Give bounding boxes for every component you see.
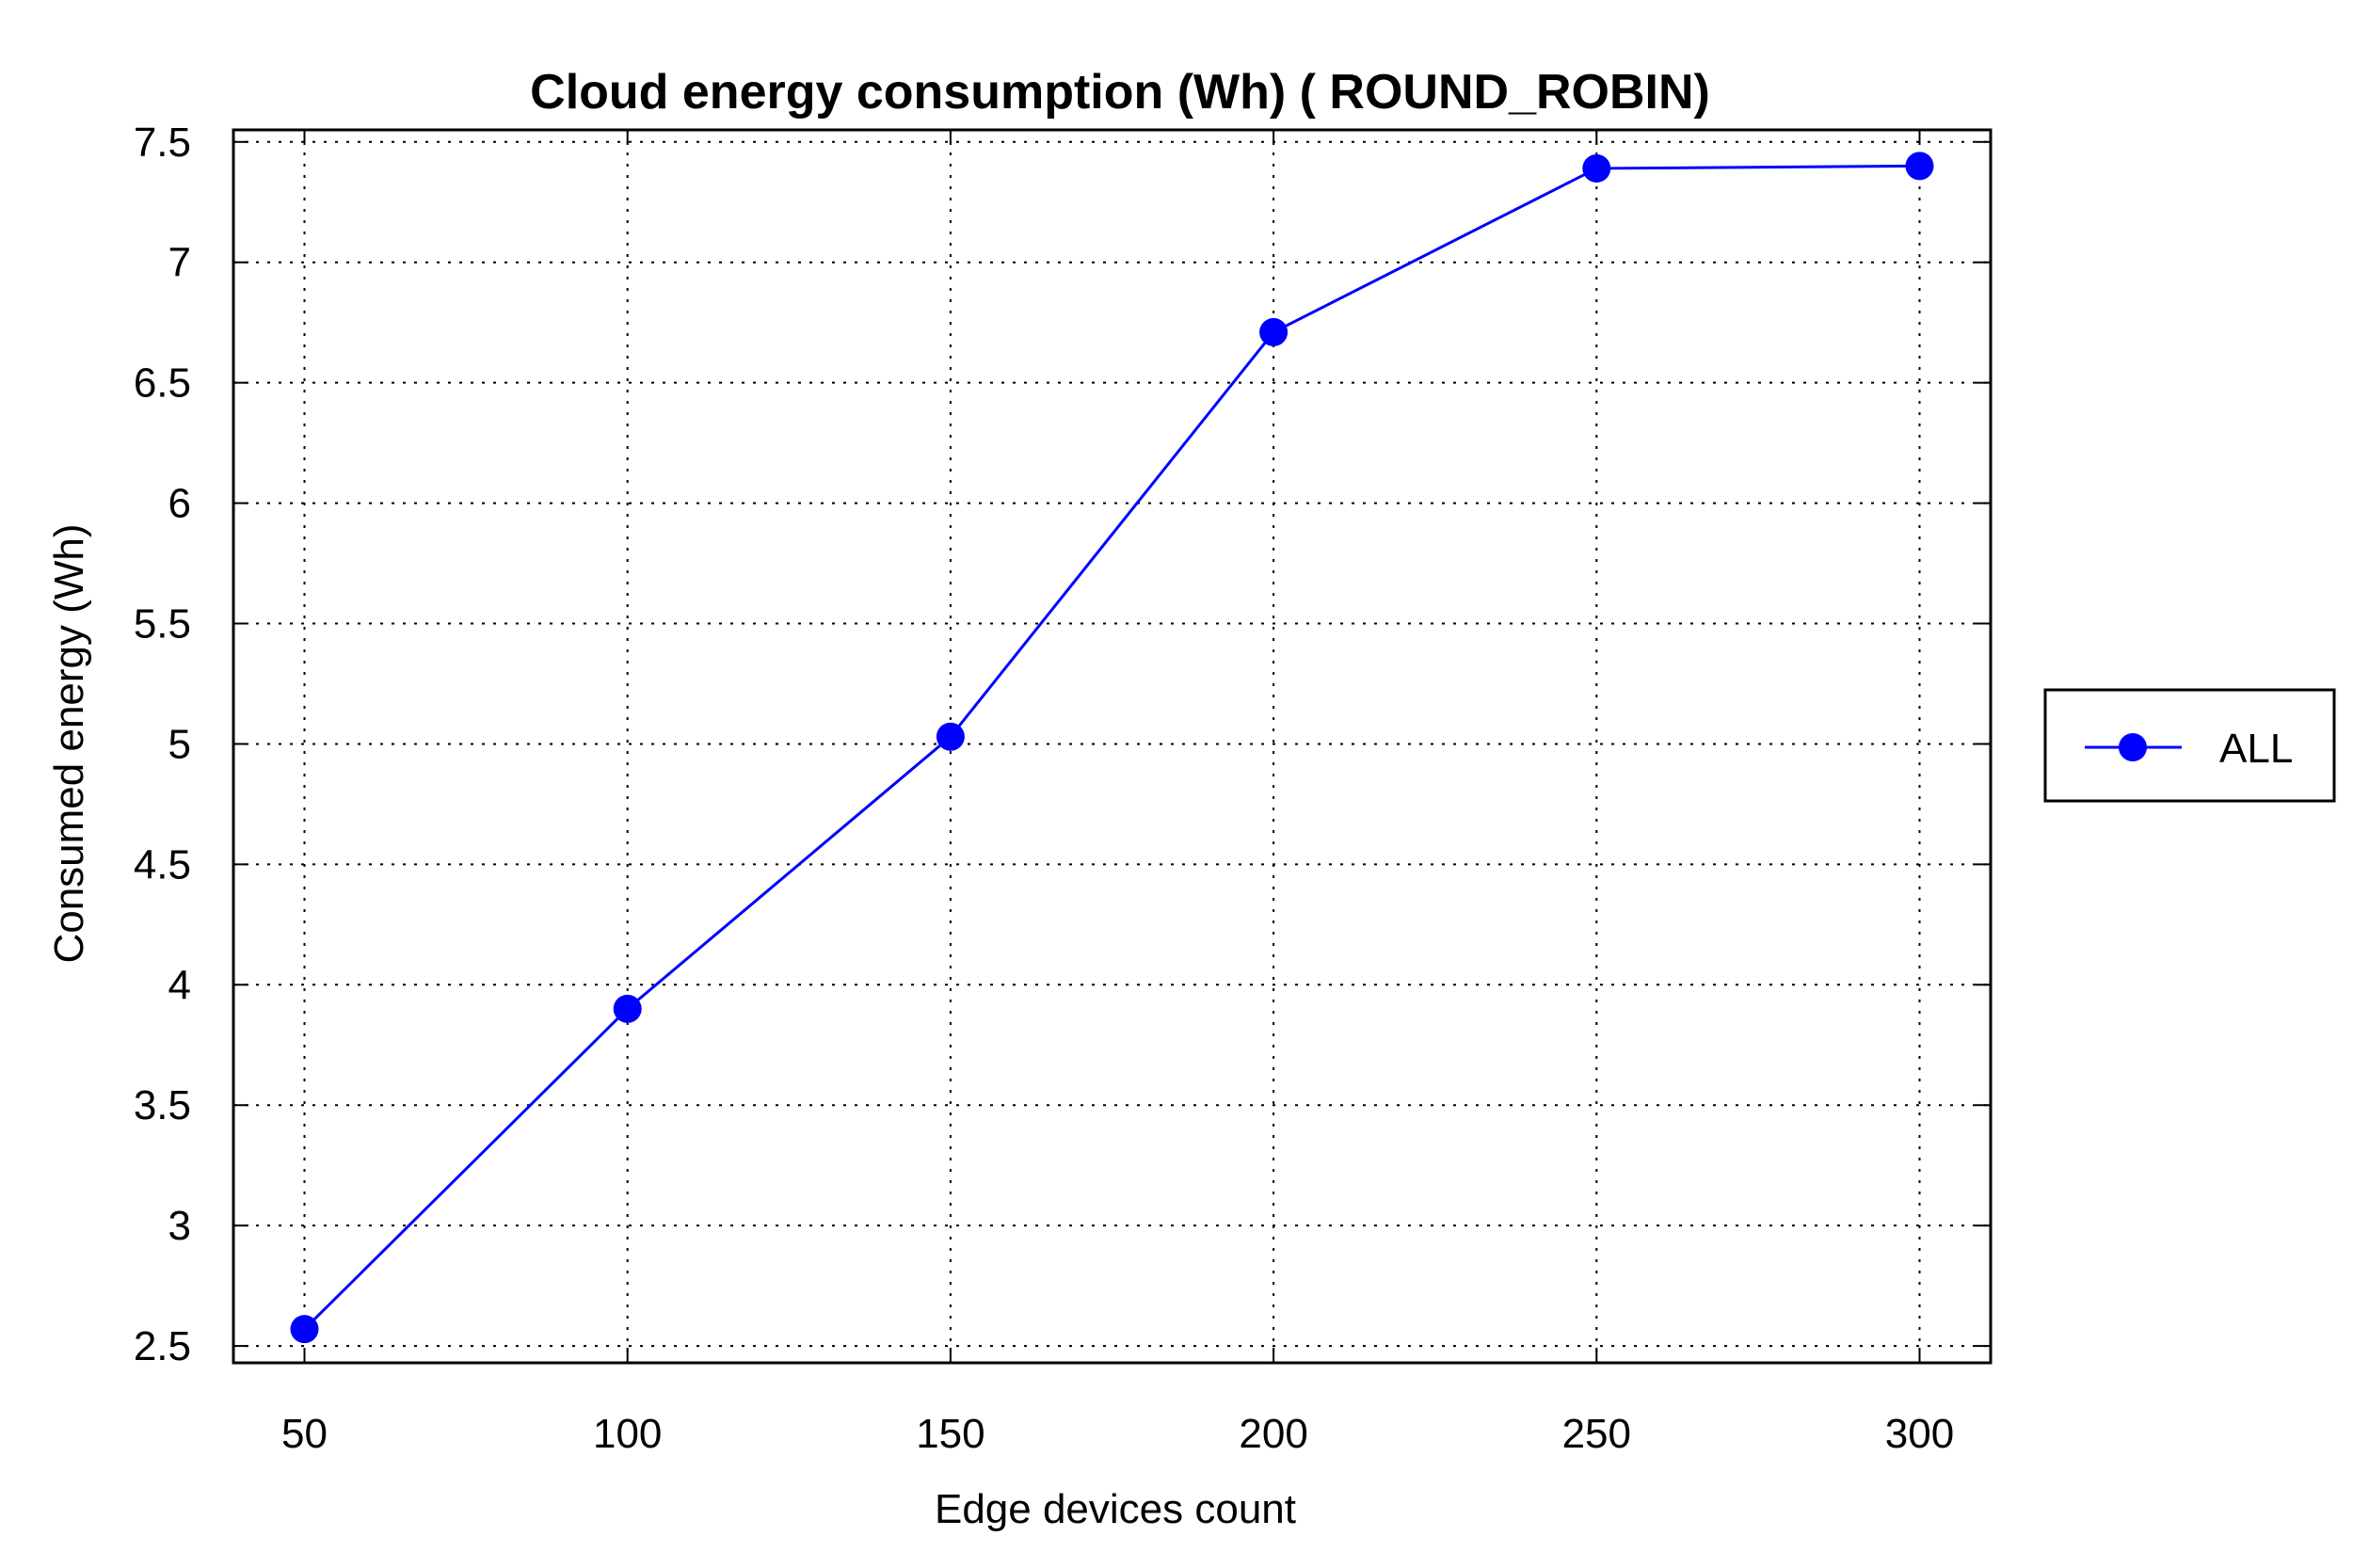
y-tick-label: 5: [168, 721, 191, 767]
chart-title: Cloud energy consumption (Wh) ( ROUND_RO…: [530, 65, 1710, 120]
x-axis-label: Edge devices count: [935, 1486, 1296, 1532]
x-tick-labels: 50 100 150 200 250 300: [281, 1411, 1954, 1457]
legend-label-all: ALL: [2219, 726, 2293, 772]
data-point: [613, 994, 642, 1023]
data-point: [1582, 153, 1611, 183]
x-tick-label: 50: [281, 1411, 328, 1457]
y-tick-label: 4.5: [134, 841, 191, 888]
plot-frame: [232, 128, 1993, 1365]
data-point: [290, 1315, 319, 1344]
y-tick-label: 3.5: [134, 1082, 191, 1128]
data-point: [1259, 317, 1289, 346]
series-layer: [290, 152, 1934, 1344]
data-point: [1905, 152, 1934, 181]
y-tick-label: 3: [168, 1203, 191, 1249]
series-line-all: [303, 164, 1920, 1331]
y-tick-labels: 2.5 3 3.5 4 4.5 5 5.5 6 6.5 7 7.5: [134, 120, 191, 1369]
y-tick-label: 4: [168, 962, 191, 1008]
y-tick-label: 5.5: [134, 601, 191, 648]
y-tick-label: 7.5: [134, 120, 191, 166]
x-tick-label: 150: [916, 1411, 984, 1457]
data-point: [936, 722, 965, 751]
y-tick-label: 7: [168, 240, 191, 286]
x-tick-label: 200: [1239, 1411, 1307, 1457]
y-axis-label: Consumed energy (Wh): [46, 523, 92, 963]
x-tick-label: 250: [1562, 1411, 1631, 1457]
legend: ALL: [2043, 688, 2336, 803]
x-tick-label: 300: [1885, 1411, 1954, 1457]
y-tick-label: 2.5: [134, 1323, 191, 1369]
legend-marker-all: [2119, 733, 2147, 761]
y-tick-label: 6.5: [134, 360, 191, 407]
axis-ticks: [233, 130, 1991, 1363]
legend-box: [2043, 688, 2336, 803]
x-tick-label: 100: [593, 1411, 662, 1457]
grid-lines: [233, 130, 1991, 1363]
y-tick-label: 6: [168, 481, 191, 527]
